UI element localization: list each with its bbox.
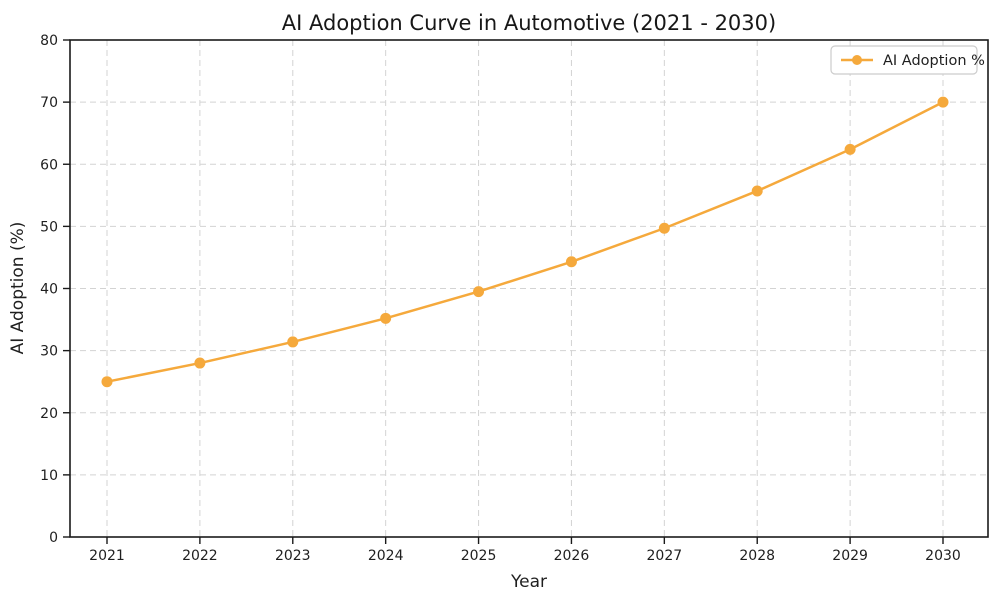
y-tick-label: 60 <box>40 157 58 173</box>
legend-marker-icon <box>852 55 862 65</box>
y-tick-label: 10 <box>40 468 58 484</box>
data-point-2029 <box>844 143 856 155</box>
grid-layer <box>70 39 988 538</box>
data-point-2028 <box>751 185 763 197</box>
data-point-2022 <box>194 357 206 369</box>
data-point-2030 <box>937 96 949 108</box>
data-point-2023 <box>287 336 299 348</box>
x-axis-label: Year <box>510 572 547 592</box>
data-point-2025 <box>473 286 485 298</box>
x-tick-label: 2025 <box>461 548 497 564</box>
x-tick-label: 2030 <box>925 548 961 564</box>
x-tick-label: 2023 <box>275 548 311 564</box>
y-axis-label: AI Adoption (%) <box>8 222 28 355</box>
data-point-2021 <box>101 376 113 388</box>
y-tick-label: 0 <box>49 530 58 546</box>
legend: AI Adoption % <box>830 45 985 75</box>
series-layer <box>101 96 949 388</box>
data-point-2024 <box>380 312 392 324</box>
y-tick-label: 30 <box>40 344 58 360</box>
data-point-2026 <box>565 256 577 268</box>
x-tick-label: 2028 <box>739 548 775 564</box>
x-tick-label: 2029 <box>832 548 868 564</box>
x-tick-label: 2021 <box>89 548 125 564</box>
chart-title: AI Adoption Curve in Automotive (2021 - … <box>282 11 776 35</box>
series-line <box>105 100 945 383</box>
legend-entry-label: AI Adoption % <box>883 53 985 69</box>
x-tick-label: 2027 <box>647 548 683 564</box>
data-point-2027 <box>658 222 670 234</box>
y-tick-label: 80 <box>40 33 58 49</box>
x-tick-label: 2026 <box>554 548 590 564</box>
legend-box <box>830 45 978 75</box>
y-tick-label: 20 <box>40 406 58 422</box>
y-tick-label: 40 <box>40 282 58 298</box>
x-tick-label: 2022 <box>182 548 218 564</box>
y-tick-label: 70 <box>40 95 58 111</box>
y-tick-label: 50 <box>40 219 58 235</box>
x-tick-label: 2024 <box>368 548 404 564</box>
